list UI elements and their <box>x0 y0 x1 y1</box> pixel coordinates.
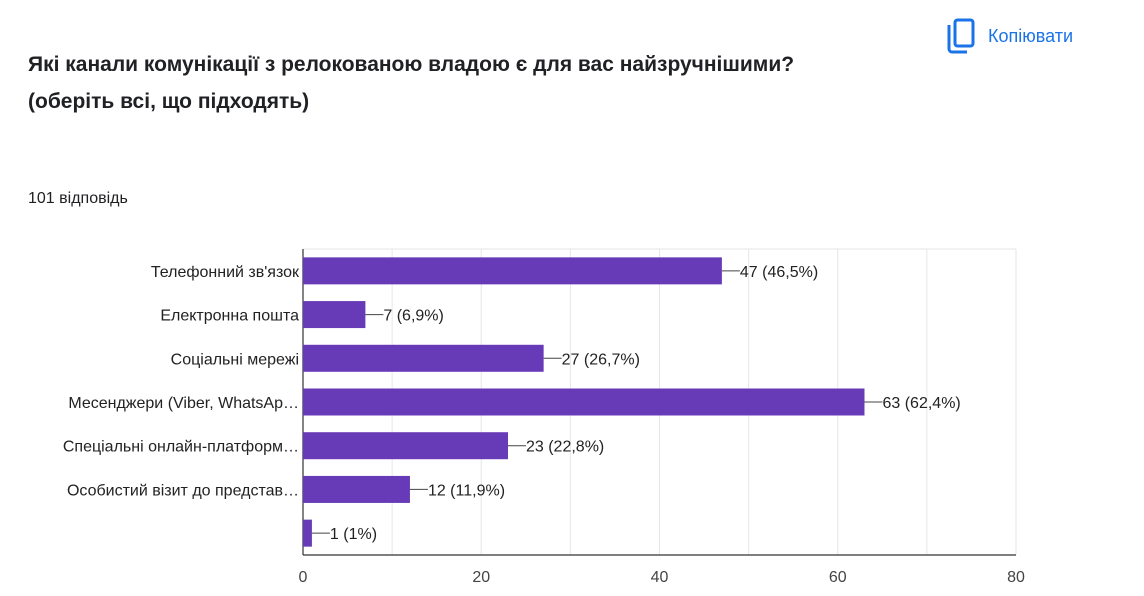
bar <box>303 388 865 416</box>
response-count: 101 відповідь <box>28 190 128 207</box>
bar <box>303 519 312 547</box>
category-label: Месенджери (Viber, WhatsAp… <box>68 395 299 412</box>
bar <box>303 344 544 372</box>
copy-icon <box>947 18 975 54</box>
bar <box>303 475 410 503</box>
x-tick-label: 60 <box>829 569 847 586</box>
category-label: Особистий візит до представ… <box>67 482 299 499</box>
question-title-line1: Які канали комунікації з релокованою вла… <box>28 53 795 76</box>
copy-button[interactable]: Копіювати <box>946 16 1073 56</box>
value-label: 1 (1%) <box>330 526 377 543</box>
x-tick-label: 20 <box>472 569 490 586</box>
question-title-line2: (оберіть всі, що підходять) <box>28 90 310 113</box>
value-label: 27 (26,7%) <box>562 351 640 368</box>
question-title: Які канали комунікації з релокованою вла… <box>28 46 928 120</box>
category-label: Соціальні мережі <box>171 351 299 368</box>
x-tick-label: 0 <box>299 569 308 586</box>
value-label: 47 (46,5%) <box>740 264 818 281</box>
category-label: Телефонний зв'язок <box>151 264 300 281</box>
x-tick-label: 40 <box>651 569 669 586</box>
value-label: 23 (22,8%) <box>526 439 604 456</box>
bar <box>303 432 508 460</box>
labels: 0 20 40 60 80 Телефонний зв'язок 47 (46,5%) Еле… <box>63 264 1025 586</box>
bars <box>303 257 865 547</box>
category-label: Спеціальні онлайн-платформ… <box>63 439 299 456</box>
x-tick-label: 80 <box>1007 569 1025 586</box>
copy-button-label: Копіювати <box>988 25 1074 46</box>
value-label: 12 (11,9%) <box>428 482 505 499</box>
value-label: 63 (62,4%) <box>882 395 960 412</box>
bar <box>303 301 366 329</box>
bar <box>303 257 722 285</box>
value-label: 7 (6,9%) <box>383 308 443 325</box>
category-label: Електронна пошта <box>160 308 299 325</box>
